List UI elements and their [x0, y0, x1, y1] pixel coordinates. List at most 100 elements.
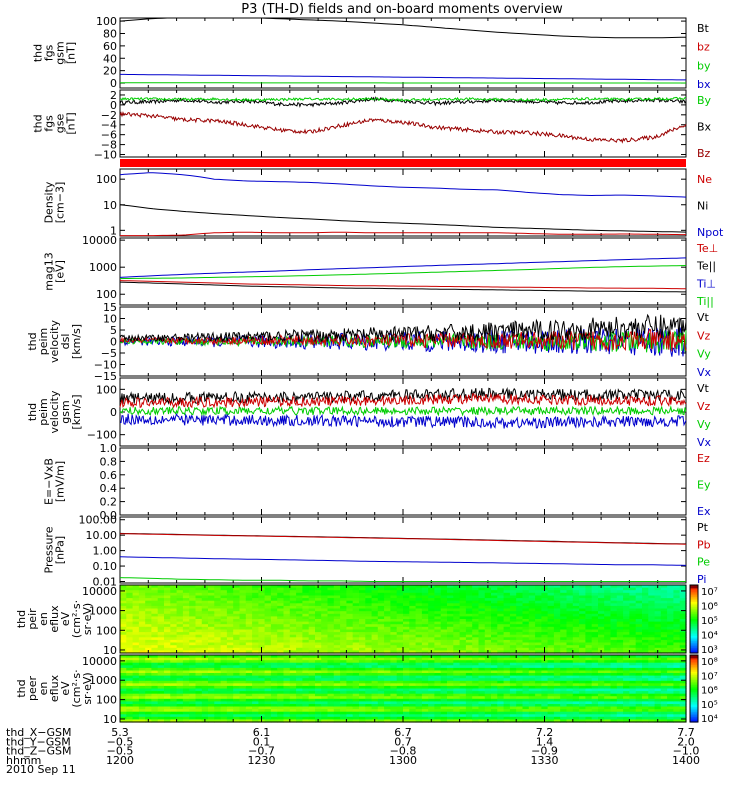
y-tick-label: 60 — [103, 40, 117, 53]
y-tick-label: 100 — [96, 15, 117, 28]
legend-fgs-entry: bz — [697, 41, 710, 54]
y-tick-label: 0.2 — [100, 496, 118, 509]
y-axis-label-line: [nPa] — [54, 536, 67, 564]
y-tick-label: 100.00 — [79, 514, 118, 527]
panel-pressure: 100.0010.001.000.100.01Pressure[nPa]PtPb… — [43, 514, 711, 589]
series-line-fgs_dsl-2 — [120, 113, 686, 143]
series-line-temperature-3 — [120, 282, 686, 292]
legend-fgs-entry: bx — [697, 78, 711, 91]
legend-fgs_dsl-entry: Bx — [697, 121, 712, 134]
spectrogram-cells — [120, 585, 687, 654]
y-tick-label: 0.8 — [100, 455, 118, 468]
chart-title: P3 (TH-D) fields and on-board moments ov… — [241, 2, 563, 17]
y-tick-label: −100 — [87, 429, 117, 442]
y-axis-label-line: sr·eV) — [81, 603, 94, 635]
y-tick-label: 40 — [103, 52, 117, 65]
panel-flags — [120, 159, 686, 167]
legend-pressure-entry: Pi — [697, 573, 706, 586]
y-tick-label: 100 — [96, 288, 117, 301]
y-tick-label: 0.10 — [93, 560, 118, 573]
panel-ion_spec: 10⁷10⁶10⁵10⁴10³10000100010010thdpeirenef… — [15, 585, 718, 657]
y-axis-label: Pressure[nPa] — [43, 526, 67, 573]
legend-efield-entry: Ez — [697, 452, 710, 465]
colorbar-tick-label: 10⁵ — [701, 616, 718, 627]
y-tick-label: 100 — [96, 383, 117, 396]
panel-velocity_dsl: 151050−5−10−15thdpeimvelocitydsl[km/s]Vt… — [26, 301, 712, 383]
series-line-pressure-2 — [120, 557, 686, 566]
series-line-velocity_gsm-1 — [120, 407, 686, 415]
colorbar-tick-label: 10⁴ — [701, 631, 718, 642]
series-line-velocity_dsl-3 — [120, 315, 686, 342]
legend-temperature-entry: Te⊥ — [696, 242, 718, 255]
legend-density-entry: Npot — [697, 226, 724, 239]
legend-temperature-entry: Ti|| — [696, 295, 714, 308]
series-line-pressure-1 — [120, 534, 686, 545]
panels: 100806040200thdfgsgsm[nT]Btbzbybx20−2−4−… — [15, 15, 724, 726]
colorbar-tick-label: 10³ — [701, 645, 718, 656]
legend-temperature-entry: Te|| — [696, 260, 716, 273]
y-tick-label: 100 — [96, 173, 117, 186]
y-tick-label: 0.6 — [100, 469, 118, 482]
legend-velocity_gsm-entry: Vz — [697, 400, 711, 413]
colorbar-tick-label: 10⁷ — [701, 587, 718, 598]
legend-density-entry: Ne — [697, 173, 712, 186]
spectrogram-cells — [120, 655, 687, 723]
y-axis-label-line: [eV] — [54, 260, 67, 283]
y-axis-label-line: [mV/m] — [54, 461, 67, 502]
y-tick-label: 10.00 — [86, 529, 118, 542]
series-line-fgs_dsl-1 — [120, 97, 686, 101]
legend-density-entry: Ni — [697, 200, 708, 213]
legend-velocity_gsm-entry: Vt — [697, 382, 710, 395]
y-tick-label: 10000 — [82, 585, 117, 598]
legend-temperature-entry: Ti⊥ — [696, 277, 716, 290]
y-tick-label: 1000 — [89, 261, 117, 274]
panel-frame — [120, 169, 686, 236]
y-axis-label: E=−VxB[mV/m] — [43, 458, 67, 505]
legend-pressure-entry: Pt — [697, 521, 709, 534]
legend-pressure-entry: Pb — [697, 538, 711, 551]
series-line-density-0 — [120, 173, 686, 197]
legend-velocity_dsl-entry: Vz — [697, 329, 711, 342]
legend-fgs_dsl-entry: Bz — [697, 147, 711, 160]
legend-velocity_dsl-entry: Vx — [697, 366, 712, 379]
y-tick-label: 20 — [103, 65, 117, 78]
legend-velocity_gsm-entry: Vx — [697, 436, 712, 449]
flag-band — [120, 159, 686, 167]
y-axis-label-line: [nT] — [65, 42, 78, 64]
y-tick-label: 1.00 — [93, 545, 118, 558]
series-line-density-1 — [120, 205, 686, 232]
y-axis-label-line: [km/s] — [70, 324, 83, 359]
series-line-fgs-1 — [120, 74, 686, 80]
y-tick-label: 100 — [96, 624, 117, 637]
panel-elec_spec: 10⁸10⁷10⁶10⁵10⁴10000100010010thdpeerenef… — [15, 655, 718, 726]
y-axis-label: Density[cm−3] — [43, 181, 67, 223]
panel-frame — [120, 448, 686, 515]
series-line-temperature-1 — [120, 266, 686, 279]
y-tick-label: 1.0 — [100, 442, 118, 455]
panel-frame — [120, 238, 686, 305]
y-tick-label: −15 — [94, 370, 117, 383]
colorbar-tick-label: 10⁶ — [701, 602, 718, 613]
y-tick-label: −10 — [94, 149, 117, 162]
legend-velocity_dsl-entry: Vt — [697, 311, 710, 324]
panel-frame — [120, 517, 686, 583]
legend-fgs-entry: by — [697, 59, 711, 72]
legend-velocity_gsm-entry: Vy — [697, 418, 711, 431]
legend-efield-entry: Ey — [697, 479, 711, 492]
y-axis-label-line: [nT] — [65, 112, 78, 134]
legend-pressure-entry: Pe — [697, 556, 710, 569]
y-tick-label: 0.4 — [100, 482, 118, 495]
